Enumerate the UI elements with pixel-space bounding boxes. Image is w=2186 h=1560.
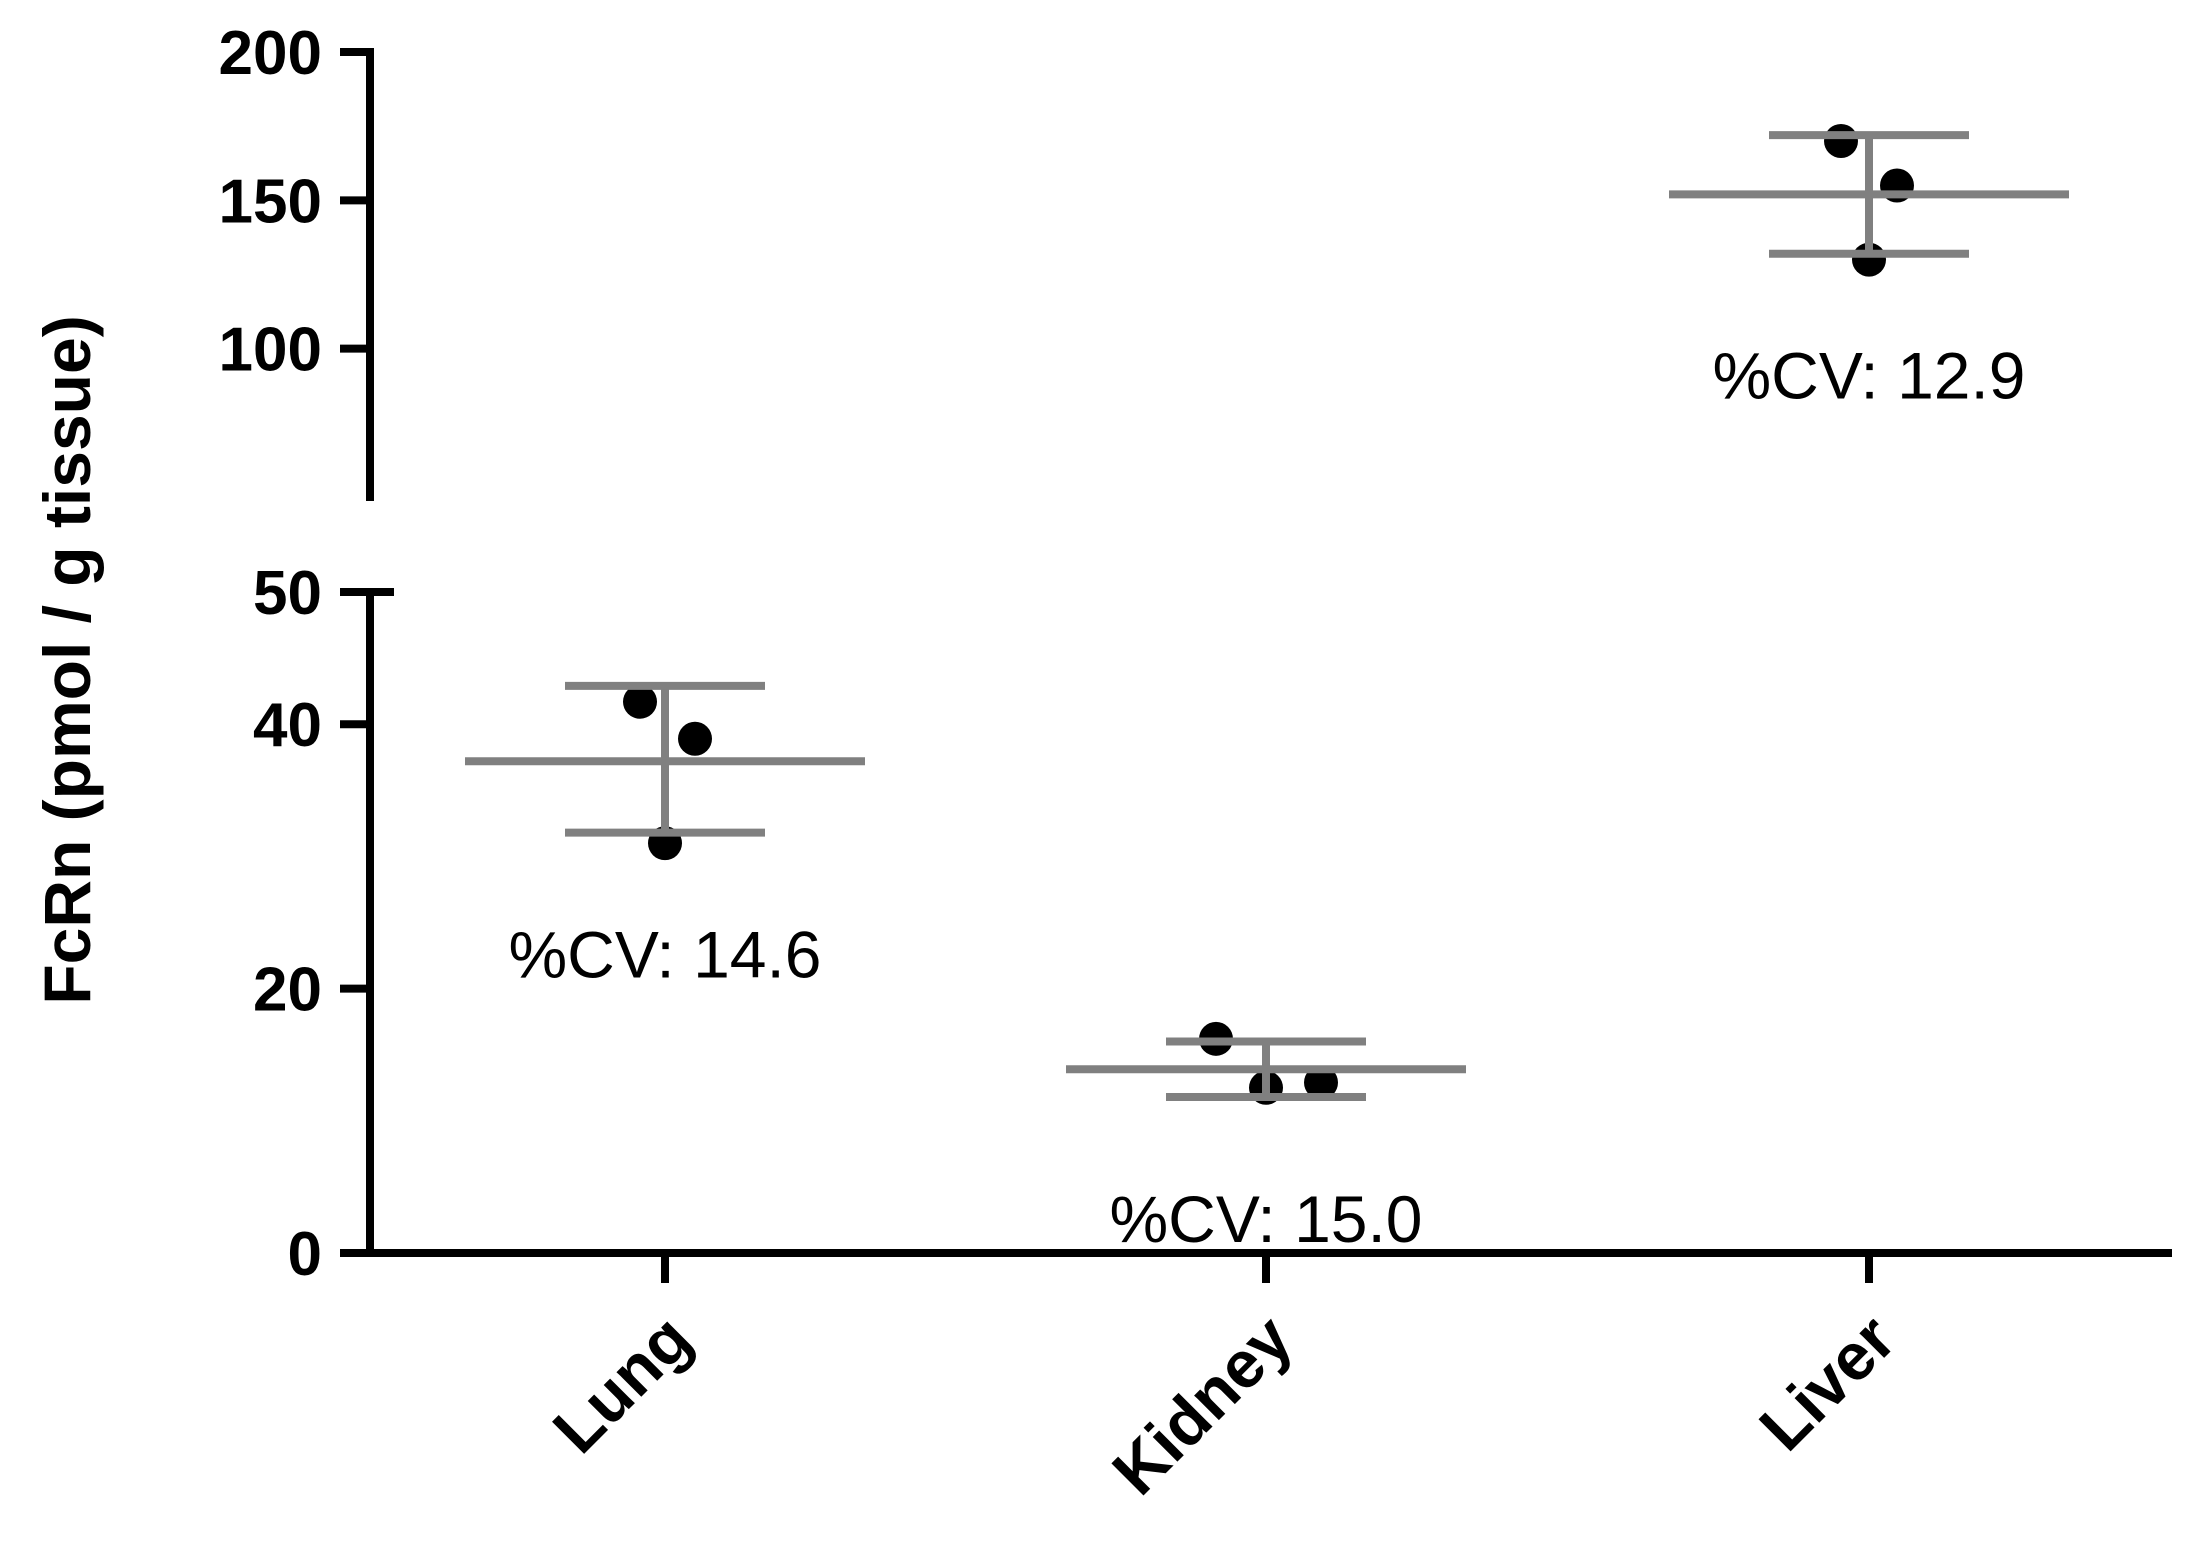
group-liver: %CV: 12.9	[1669, 124, 2069, 413]
x-category-label: Liver	[1745, 1301, 1909, 1465]
y-tick-label: 100	[219, 316, 322, 385]
y-tick-label: 150	[219, 167, 322, 236]
y-tick-label: 40	[253, 691, 322, 760]
y-tick-label: 20	[253, 956, 322, 1025]
cv-label: %CV: 14.6	[508, 918, 821, 992]
y-tick-label: 50	[253, 559, 322, 628]
y-tick-label: 0	[288, 1220, 322, 1289]
data-groups: %CV: 14.6 %CV: 15.0 %CV: 12.9	[465, 124, 2069, 1256]
cv-label: %CV: 12.9	[1712, 339, 2025, 413]
group-kidney: %CV: 15.0	[1066, 1021, 1466, 1256]
data-point	[1304, 1065, 1338, 1100]
x-axis-ticks: Lung Kidney Liver	[539, 1253, 1909, 1508]
group-lung: %CV: 14.6	[465, 681, 865, 992]
data-point	[1824, 124, 1858, 158]
y-axis-label: FcRn (pmol / g tissue)	[30, 315, 104, 1004]
x-category-label: Lung	[539, 1301, 705, 1467]
data-point	[623, 684, 657, 719]
data-point	[678, 721, 712, 756]
x-category-label: Kidney	[1098, 1300, 1306, 1508]
y-tick-label: 200	[219, 19, 322, 88]
y-axis-ticks: 0 20 40 50 100 150 200	[219, 19, 370, 1289]
cv-label: %CV: 15.0	[1109, 1182, 1422, 1256]
